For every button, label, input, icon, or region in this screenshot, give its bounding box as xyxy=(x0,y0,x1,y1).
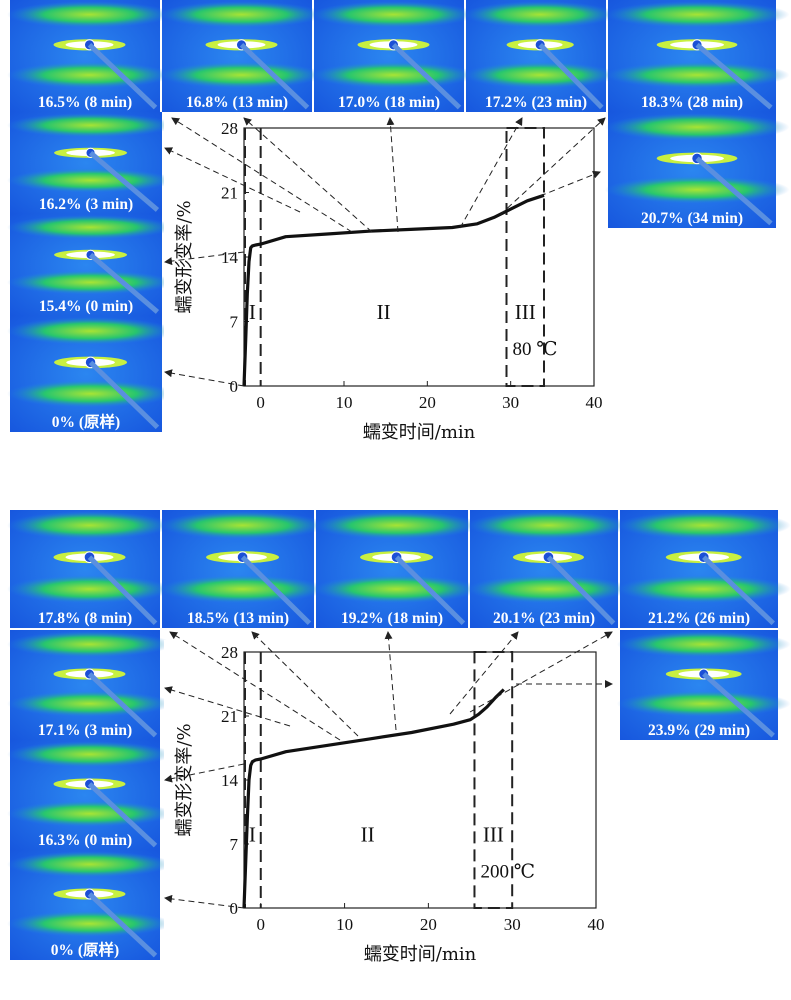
temperature-label: 80 ℃ xyxy=(513,339,558,360)
saxs-pattern-image: 18.3% (28 min) xyxy=(604,0,790,112)
y-tick-label: 28 xyxy=(221,119,238,138)
image-label: 15.4% (0 min) xyxy=(39,298,133,315)
x-axis-title: 蠕变时间/min xyxy=(364,944,477,965)
x-tick-label: 0 xyxy=(257,915,266,934)
x-tick-label: 20 xyxy=(420,915,437,934)
region-label: III xyxy=(483,822,504,846)
x-tick-label: 40 xyxy=(588,915,605,934)
image-label: 18.3% (28 min) xyxy=(641,94,743,111)
image-label: 16.2% (3 min) xyxy=(39,196,133,213)
region-label: I xyxy=(249,300,256,324)
region-label: II xyxy=(377,300,391,324)
creep-panel-2: 17.8% (8 min) 18.5% (13 min) 19.2% (18 min… xyxy=(7,510,791,976)
saxs-pattern-image: 16.8% (13 min) xyxy=(159,0,324,112)
saxs-pattern-image: 15.4% (0 min) xyxy=(6,214,175,316)
annotation-arrow xyxy=(171,117,353,233)
plot-background xyxy=(164,116,604,454)
image-label: 17.8% (8 min) xyxy=(38,610,132,627)
y-tick-label: 7 xyxy=(230,835,239,854)
saxs-pattern-image: 18.5% (13 min) xyxy=(158,510,327,628)
x-axis-title: 蠕变时间/min xyxy=(363,422,476,443)
y-tick-label: 14 xyxy=(221,248,239,267)
x-tick-label: 40 xyxy=(586,393,603,412)
annotation-arrow xyxy=(164,686,291,727)
saxs-pattern-image: 17.1% (3 min) xyxy=(7,630,172,740)
image-label: 0% (原样) xyxy=(51,940,119,959)
annotation-arrow xyxy=(243,117,373,233)
saxs-pattern-image: 0% (原样) xyxy=(7,850,172,960)
image-label: 21.2% (26 min) xyxy=(648,610,750,627)
y-tick-label: 21 xyxy=(221,184,238,203)
saxs-pattern-image: 17.0% (18 min) xyxy=(311,0,476,112)
image-label: 19.2% (18 min) xyxy=(341,610,443,627)
annotation-arrow xyxy=(169,631,341,741)
region-iii-box xyxy=(473,651,514,909)
y-tick-label: 14 xyxy=(221,771,239,790)
x-tick-label: 20 xyxy=(419,393,436,412)
annotation-arrow xyxy=(469,631,613,713)
annotation-arrow xyxy=(449,631,519,715)
creep-curve xyxy=(242,688,505,909)
saxs-pattern-image: 21.2% (26 min) xyxy=(616,510,791,628)
y-axis-title: 蠕变形变率/% xyxy=(174,723,195,836)
saxs-pattern-image: 0% (原样) xyxy=(6,316,175,432)
region-label: II xyxy=(361,822,375,846)
image-label: 17.1% (3 min) xyxy=(38,722,132,739)
y-tick-label: 0 xyxy=(230,377,239,396)
saxs-pattern-image: 19.2% (18 min) xyxy=(312,510,481,628)
annotation-arrow xyxy=(386,117,399,233)
image-label: 23.9% (29 min) xyxy=(648,722,750,739)
saxs-pattern-image: 16.3% (0 min) xyxy=(7,740,172,850)
annotation-arrow xyxy=(164,369,245,387)
annotation-arrow xyxy=(384,631,397,731)
annotation-arrow xyxy=(164,763,245,783)
region-label: III xyxy=(515,300,536,324)
creep-curve xyxy=(242,193,545,387)
saxs-pattern-image: 16.2% (3 min) xyxy=(6,112,175,214)
image-label: 16.5% (8 min) xyxy=(38,94,132,111)
annotation-arrow xyxy=(459,117,523,229)
annotation-arrow xyxy=(499,117,606,216)
y-axis-title: 蠕变形变率/% xyxy=(174,200,195,313)
y-tick-label: 28 xyxy=(221,643,238,662)
annotation-arrow xyxy=(164,147,301,213)
saxs-pattern-image: 23.9% (29 min) xyxy=(616,630,791,740)
saxs-pattern-image: 17.8% (8 min) xyxy=(7,510,172,628)
image-label: 20.7% (34 min) xyxy=(641,210,743,227)
y-tick-label: 21 xyxy=(221,707,238,726)
image-label: 17.2% (23 min) xyxy=(485,94,587,111)
y-tick-label: 7 xyxy=(230,313,239,332)
image-label: 16.3% (0 min) xyxy=(38,832,132,849)
temperature-label: 200 ℃ xyxy=(480,861,535,882)
saxs-pattern-image: 20.1% (23 min) xyxy=(467,510,630,628)
image-label: 16.8% (13 min) xyxy=(186,94,288,111)
annotation-arrow xyxy=(251,631,359,737)
x-tick-label: 10 xyxy=(336,393,353,412)
region-iii-box xyxy=(505,127,545,387)
x-tick-label: 30 xyxy=(502,393,519,412)
image-label: 0% (原样) xyxy=(52,412,120,431)
annotation-arrow xyxy=(164,251,245,266)
annotation-arrow xyxy=(539,170,601,197)
x-tick-label: 0 xyxy=(256,393,265,412)
annotation-arrow xyxy=(164,894,245,909)
saxs-pattern-image: 17.2% (23 min) xyxy=(463,0,618,112)
saxs-pattern-image: 20.7% (34 min) xyxy=(604,112,790,228)
plot-background xyxy=(164,640,606,976)
creep-panel-1: 16.5% (8 min) 16.8% (13 min) 17.0% (18 min… xyxy=(6,0,790,454)
image-label: 17.0% (18 min) xyxy=(338,94,440,111)
x-tick-label: 10 xyxy=(336,915,353,934)
image-label: 18.5% (13 min) xyxy=(187,610,289,627)
y-tick-label: 0 xyxy=(230,899,239,918)
x-tick-label: 30 xyxy=(504,915,521,934)
image-label: 20.1% (23 min) xyxy=(493,610,595,627)
region-label: I xyxy=(249,822,256,846)
saxs-pattern-image: 16.5% (8 min) xyxy=(7,0,172,112)
